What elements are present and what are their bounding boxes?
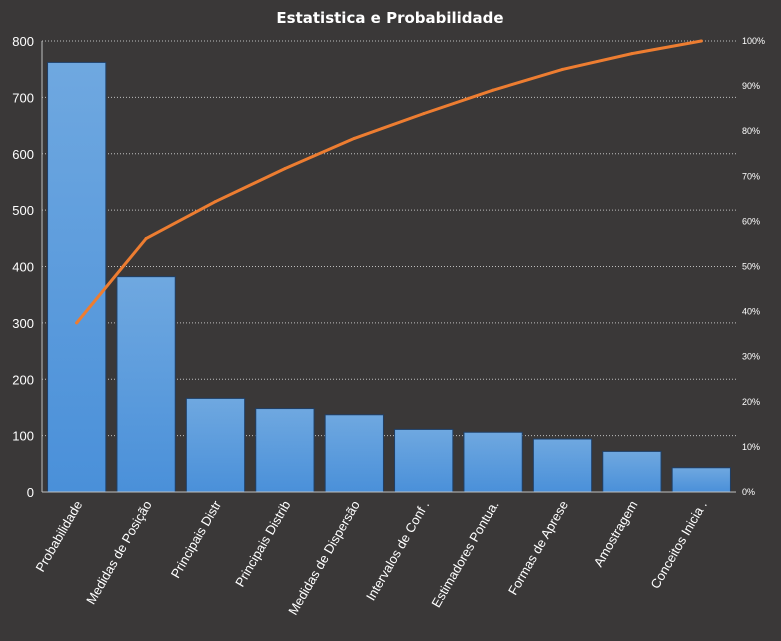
bar (532, 438, 593, 493)
right-axis-tick-label: 30% (742, 352, 760, 362)
category-label: Amostragem (591, 498, 641, 569)
category-label: Medidas de Posição (83, 498, 155, 607)
left-axis: 0 100 200 300 400 500 600 700 800 (12, 34, 736, 500)
category-label: Principais Distr (168, 497, 225, 580)
bar (116, 276, 176, 493)
chart-title: Estatistica e Probabilidade (276, 9, 503, 27)
left-axis-tick-label: 500 (12, 203, 34, 218)
left-axis-tick-label: 200 (12, 372, 34, 387)
bar (324, 414, 384, 493)
cumulative-line (75, 39, 703, 325)
right-axis-tick-label: 0% (742, 487, 755, 497)
line-point (422, 112, 426, 116)
category-label: Medidas de Dispersão (285, 498, 363, 618)
category-label: Principais Distrib (232, 498, 293, 589)
line-point (352, 136, 356, 140)
right-axis-tick-label: 60% (742, 216, 760, 226)
right-axis-tick-label: 10% (742, 442, 760, 452)
right-axis-tick-label: 80% (742, 126, 760, 136)
line-point (75, 321, 79, 325)
bar-series (47, 61, 731, 493)
left-axis-tick-label: 0 (27, 485, 34, 500)
line-point (561, 67, 564, 71)
left-axis-tick-label: 700 (12, 90, 34, 105)
right-axis: 0% 10% 20% 30% 40% 50% 60% 70% 80% 90% 100% (742, 36, 765, 497)
category-label: Formas de Aprese (505, 498, 571, 597)
category-label: Estimadores Pontua. (428, 498, 501, 610)
bar (671, 467, 731, 493)
bar (394, 428, 454, 493)
bar (47, 61, 107, 493)
bar (255, 408, 315, 493)
right-axis-tick-label: 40% (742, 307, 760, 317)
bar (602, 450, 662, 493)
line-point (214, 200, 217, 204)
left-axis-tick-label: 300 (12, 316, 34, 331)
right-axis-tick-label: 50% (742, 262, 760, 272)
category-label: Conceitos Inicia . (647, 498, 709, 591)
line-point (144, 237, 148, 241)
cumulative-line-series (75, 39, 703, 325)
category-label: Probabilidade (33, 498, 86, 574)
line-point (491, 88, 495, 92)
bar (463, 431, 523, 493)
left-axis-tick-label: 600 (12, 147, 34, 162)
category-label: Intervalos de Conf . (363, 498, 432, 603)
bar (185, 397, 246, 493)
left-axis-tick-label: 400 (12, 260, 34, 275)
line-point (630, 52, 634, 56)
right-axis-tick-label: 20% (742, 397, 760, 407)
left-axis-tick-label: 100 (12, 429, 34, 444)
right-axis-tick-label: 90% (742, 81, 760, 91)
left-axis-tick-label: 800 (12, 34, 34, 49)
right-axis-tick-label: 100% (742, 36, 765, 46)
line-point (699, 39, 703, 43)
right-axis-tick-label: 70% (742, 171, 760, 181)
line-point (283, 167, 287, 171)
